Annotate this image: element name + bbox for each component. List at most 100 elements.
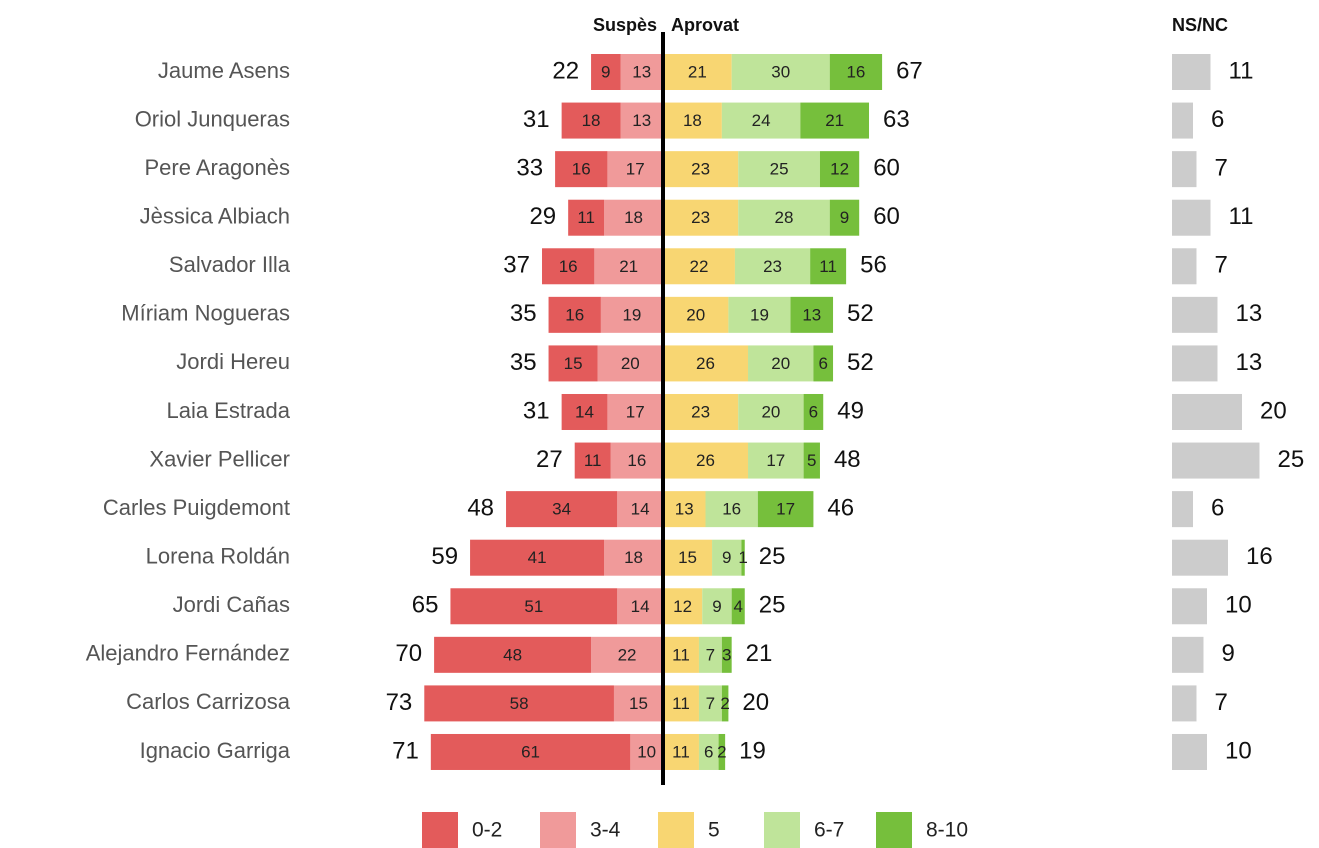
bar-segment — [548, 296, 601, 333]
nsnc-label: 11 — [1229, 203, 1254, 230]
segment-label: 23 — [691, 208, 710, 227]
nsnc-bar — [1172, 393, 1242, 430]
segment-label: 3 — [722, 645, 731, 664]
row-label: Míriam Nogueras — [121, 301, 290, 326]
segment-label: 22 — [690, 257, 709, 276]
bar-segment — [718, 733, 726, 770]
bar-segment — [617, 588, 663, 625]
bar-segment — [734, 248, 811, 285]
bar-segment — [748, 345, 814, 382]
right-total: 52 — [847, 300, 874, 327]
bar-segment — [721, 102, 801, 139]
legend-label: 6-7 — [814, 819, 844, 842]
segment-label: 21 — [825, 111, 844, 130]
bar-segment — [574, 442, 611, 479]
right-total: 21 — [746, 640, 773, 667]
nsnc-bar — [1172, 442, 1260, 479]
bar-segment — [663, 393, 739, 430]
segment-label: 58 — [510, 694, 529, 713]
row-label: Ignacio Garriga — [140, 738, 291, 763]
segment-label: 16 — [722, 500, 741, 519]
segment-label: 16 — [559, 257, 578, 276]
row-label: Laia Estrada — [166, 398, 290, 423]
bar-segment — [663, 345, 749, 382]
segment-label: 11 — [577, 208, 595, 227]
nsnc-label: 10 — [1225, 737, 1252, 764]
bar-segment — [597, 345, 663, 382]
nsnc-header: NS/NC — [1172, 15, 1228, 35]
segment-label: 12 — [673, 597, 692, 616]
bar-segment — [470, 539, 605, 576]
nsnc-label: 6 — [1211, 494, 1224, 521]
segment-label: 51 — [524, 597, 543, 616]
segment-label: 11 — [672, 742, 690, 761]
segment-label: 9 — [712, 597, 721, 616]
bar-segment — [663, 54, 732, 90]
bar-segment — [607, 393, 663, 430]
nsnc-label: 6 — [1211, 106, 1224, 133]
segment-label: 15 — [564, 354, 583, 373]
left-total: 59 — [431, 543, 458, 570]
segment-label: 23 — [691, 160, 710, 179]
bar-segment — [757, 491, 814, 528]
segment-label: 9 — [722, 548, 731, 567]
nsnc-label: 25 — [1278, 446, 1305, 473]
bar-segment — [663, 685, 699, 722]
row-label: Alejandro Fernández — [86, 641, 290, 666]
nsnc-bar — [1172, 345, 1218, 382]
bar-segment — [591, 54, 621, 90]
segment-label: 16 — [572, 160, 591, 179]
bar-segment — [698, 733, 719, 770]
legend-label: 0-2 — [472, 819, 502, 842]
segment-label: 20 — [771, 354, 790, 373]
right-total: 48 — [834, 446, 861, 473]
bar-segment — [819, 151, 860, 188]
segment-label: 18 — [683, 111, 702, 130]
nsnc-bar — [1172, 54, 1211, 90]
bar-segment — [738, 151, 820, 188]
bar-segment — [450, 588, 618, 625]
bar-segment — [663, 296, 729, 333]
nsnc-bar — [1172, 199, 1211, 236]
left-total: 71 — [392, 737, 419, 764]
left-total: 29 — [529, 203, 556, 230]
nsnc-bar — [1172, 248, 1197, 285]
bar-segment — [738, 393, 804, 430]
row-label: Jaume Asens — [158, 58, 290, 83]
segment-label: 26 — [696, 354, 715, 373]
bar-segment — [434, 636, 592, 673]
segment-label: 5 — [807, 451, 816, 470]
bar-segment — [604, 539, 663, 576]
nsnc-label: 13 — [1236, 300, 1263, 327]
nsnc-label: 20 — [1260, 397, 1287, 424]
segment-label: 48 — [503, 645, 522, 664]
segment-label: 24 — [752, 111, 771, 130]
segment-label: 61 — [521, 742, 540, 761]
segment-label: 13 — [632, 111, 651, 130]
segment-label: 11 — [672, 694, 690, 713]
nsnc-bar — [1172, 685, 1197, 722]
right-total: 52 — [847, 349, 874, 376]
bar-segment — [594, 248, 663, 285]
bar-segment — [829, 54, 883, 90]
segment-label: 18 — [582, 111, 601, 130]
segment-label: 14 — [575, 402, 594, 421]
segment-label: 12 — [830, 160, 849, 179]
nsnc-bar — [1172, 539, 1228, 576]
segment-label: 15 — [629, 694, 648, 713]
left-total: 22 — [552, 57, 579, 84]
nsnc-bar — [1172, 636, 1204, 673]
bar-segment — [424, 685, 614, 722]
bar-segment — [663, 199, 739, 236]
bar-segment — [800, 102, 870, 139]
legend-label: 3-4 — [590, 819, 621, 842]
bar-segment — [542, 248, 595, 285]
bar-segment — [607, 151, 663, 188]
segment-label: 17 — [766, 451, 785, 470]
left-total: 31 — [523, 397, 550, 424]
row-label: Xavier Pellicer — [149, 446, 290, 471]
bar-segment — [591, 636, 663, 673]
nsnc-bar — [1172, 491, 1193, 528]
segment-label: 18 — [624, 548, 643, 567]
